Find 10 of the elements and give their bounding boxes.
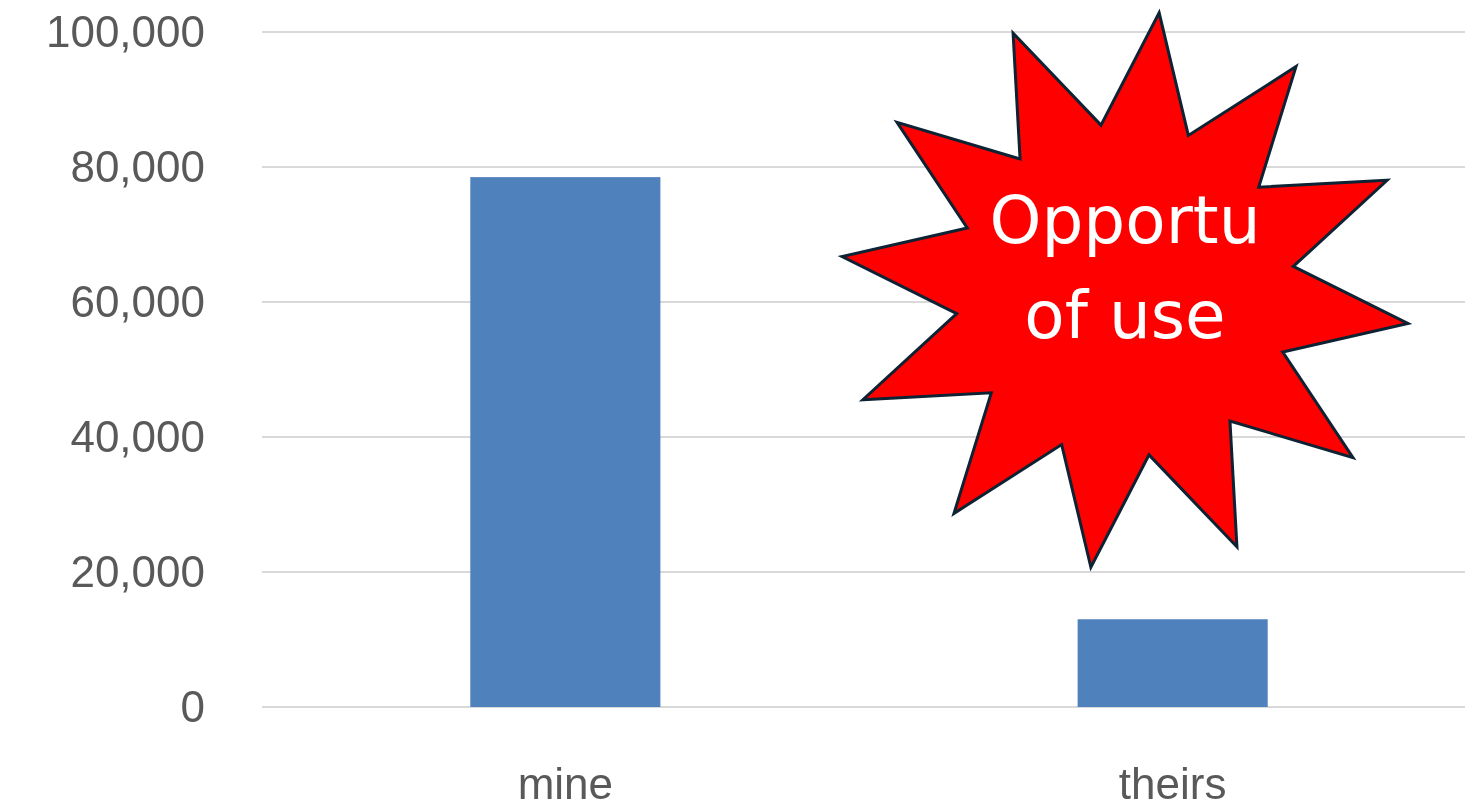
annotation: Opportu — [989, 181, 1261, 259]
y-tick-label: 20,000 — [70, 547, 205, 597]
y-tick-label: 80,000 — [70, 142, 205, 192]
annotation: of use — [1024, 276, 1226, 354]
x-tick-label: mine — [517, 759, 614, 807]
y-tick-label: 60,000 — [70, 277, 205, 327]
y-tick-label: 0 — [180, 682, 205, 732]
y-tick-label: 40,000 — [70, 412, 205, 462]
x-tick-label: theirs — [1118, 759, 1227, 807]
y-tick-label: 100,000 — [45, 7, 205, 57]
